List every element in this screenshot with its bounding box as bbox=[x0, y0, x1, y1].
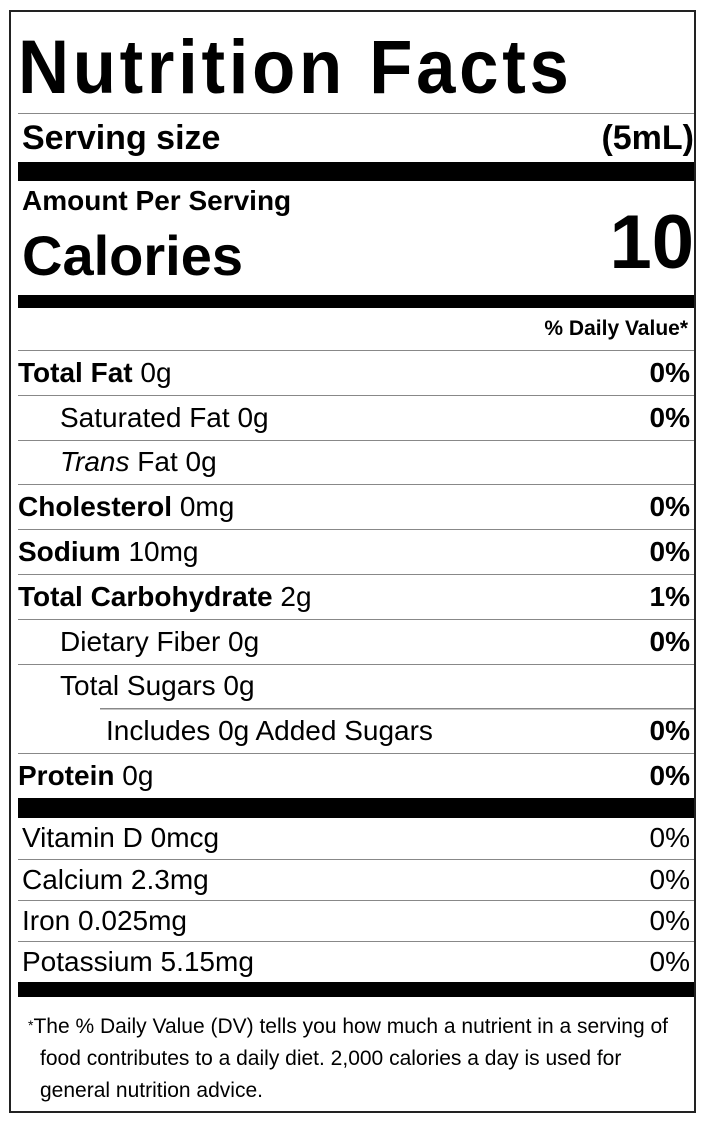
nutrient-label: Total Sugars 0g bbox=[18, 670, 255, 702]
mineral-label: Iron 0.025mg bbox=[22, 904, 187, 936]
mineral-list: Vitamin D 0mcg 0% Calcium 2.3mg 0% Iron 0.02… bbox=[18, 818, 694, 982]
nutrient-label: Cholesterol 0mg bbox=[18, 491, 234, 523]
mineral-label: Calcium 2.3mg bbox=[22, 863, 209, 895]
nutrient-amount: 0g bbox=[185, 446, 217, 478]
mineral-row: Iron 0.025mg 0% bbox=[18, 899, 694, 941]
nutrient-row: Total Sugars 0g bbox=[18, 663, 694, 709]
nutrient-row: Saturated Fat 0g 0% bbox=[18, 394, 694, 440]
label-title: Nutrition Facts bbox=[18, 25, 573, 110]
mineral-label: Vitamin D 0mcg bbox=[22, 822, 220, 854]
nutrient-list: Total Fat 0g 0% Saturated Fat 0g 0% Trans Fa… bbox=[18, 350, 694, 798]
nutrient-label: Trans Fat 0g bbox=[18, 446, 217, 478]
nutrient-amount: 0g bbox=[122, 760, 154, 792]
amount-per-serving: Amount Per Serving bbox=[22, 185, 292, 216]
mineral-daily-value: 0% bbox=[649, 945, 690, 977]
footnote: *The % Daily Value (DV) tells you how mu… bbox=[18, 1011, 694, 1107]
nutrient-amount: 0g bbox=[223, 670, 255, 702]
nutrient-daily-value: 0% bbox=[649, 714, 690, 746]
nutrient-daily-value: 0% bbox=[649, 536, 690, 568]
nutrient-daily-value: 0% bbox=[649, 401, 690, 433]
divider bbox=[18, 113, 694, 114]
mineral-row: Vitamin D 0mcg 0% bbox=[18, 818, 694, 859]
nutrient-label: Sodium 10mg bbox=[18, 536, 199, 568]
thick-divider bbox=[18, 295, 694, 308]
nutrient-name: Dietary Fiber bbox=[60, 625, 221, 657]
nutrient-row: Trans Fat 0g bbox=[18, 439, 694, 485]
serving-size-label: Serving size bbox=[22, 118, 221, 157]
nutrient-daily-value: 1% bbox=[649, 580, 690, 612]
nutrient-name: Sodium bbox=[18, 536, 121, 568]
label-content: Nutrition Facts Serving size (5mL) Amoun… bbox=[18, 10, 694, 1107]
thick-divider bbox=[18, 797, 694, 818]
nutrient-label: Total Carbohydrate 2g bbox=[18, 581, 312, 613]
nutrient-row: Total Fat 0g 0% bbox=[18, 350, 694, 395]
nutrient-label: Protein 0g bbox=[18, 760, 153, 792]
mineral-daily-value: 0% bbox=[649, 822, 690, 854]
nutrient-name: Includes 0g Added Sugars bbox=[106, 714, 433, 746]
mineral-daily-value: 0% bbox=[649, 863, 690, 895]
nutrient-row: Protein 0g 0% bbox=[18, 753, 694, 798]
footnote-asterisk: * bbox=[28, 1016, 34, 1033]
mineral-row: Calcium 2.3mg 0% bbox=[18, 858, 694, 900]
calories-row: Calories 10 bbox=[18, 205, 694, 295]
nutrient-label: Dietary Fiber 0g bbox=[18, 626, 259, 658]
daily-value-header: % Daily Value* bbox=[544, 317, 688, 340]
serving-size-value: (5mL) bbox=[601, 118, 694, 157]
nutrient-daily-value: 0% bbox=[649, 356, 690, 388]
nutrient-name: Total Fat bbox=[18, 356, 133, 388]
nutrient-amount: 0g bbox=[237, 401, 269, 433]
nutrient-name: Trans bbox=[60, 446, 130, 478]
nutrient-row: Includes 0g Added Sugars 0% bbox=[18, 708, 694, 754]
nutrient-amount: 0mg bbox=[179, 491, 235, 523]
nutrient-daily-value: 0% bbox=[649, 760, 690, 792]
nutrient-row: Total Carbohydrate 2g 1% bbox=[18, 573, 694, 619]
nutrient-daily-value: 0% bbox=[649, 625, 690, 657]
footnote-text: The % Daily Value (DV) tells you how muc… bbox=[33, 1014, 669, 1102]
nutrition-facts-label bbox=[9, 10, 696, 1113]
nutrient-label: Includes 0g Added Sugars bbox=[18, 715, 433, 747]
mineral-daily-value: 0% bbox=[649, 904, 690, 936]
mineral-row: Potassium 5.15mg 0% bbox=[18, 940, 694, 982]
nutrient-amount: 2g bbox=[280, 580, 312, 612]
mineral-label: Potassium 5.15mg bbox=[22, 945, 254, 977]
calories-label: Calories bbox=[22, 224, 243, 287]
thick-divider bbox=[18, 162, 694, 181]
nutrient-amount: 10mg bbox=[128, 536, 199, 568]
nutrient-row: Dietary Fiber 0g 0% bbox=[18, 618, 694, 664]
nutrient-name: Saturated Fat bbox=[60, 401, 230, 433]
nutrient-amount: 0g bbox=[140, 356, 172, 388]
nutrient-name: Total Sugars bbox=[60, 670, 216, 702]
nutrient-label: Total Fat 0g bbox=[18, 357, 172, 389]
nutrient-row: Cholesterol 0mg 0% bbox=[18, 484, 694, 529]
nutrient-name: Cholesterol bbox=[18, 491, 173, 523]
nutrient-name: Total Carbohydrate bbox=[18, 580, 273, 612]
nutrient-name-suffix: Fat bbox=[137, 446, 178, 478]
serving-size-row: Serving size (5mL) bbox=[18, 114, 694, 162]
nutrient-row: Sodium 10mg 0% bbox=[18, 529, 694, 574]
thick-divider bbox=[18, 981, 694, 997]
calories-value: 10 bbox=[609, 200, 694, 285]
nutrient-name: Protein bbox=[18, 760, 115, 792]
nutrient-amount: 0g bbox=[228, 625, 260, 657]
nutrient-label: Saturated Fat 0g bbox=[18, 402, 269, 434]
nutrient-daily-value: 0% bbox=[649, 491, 690, 523]
